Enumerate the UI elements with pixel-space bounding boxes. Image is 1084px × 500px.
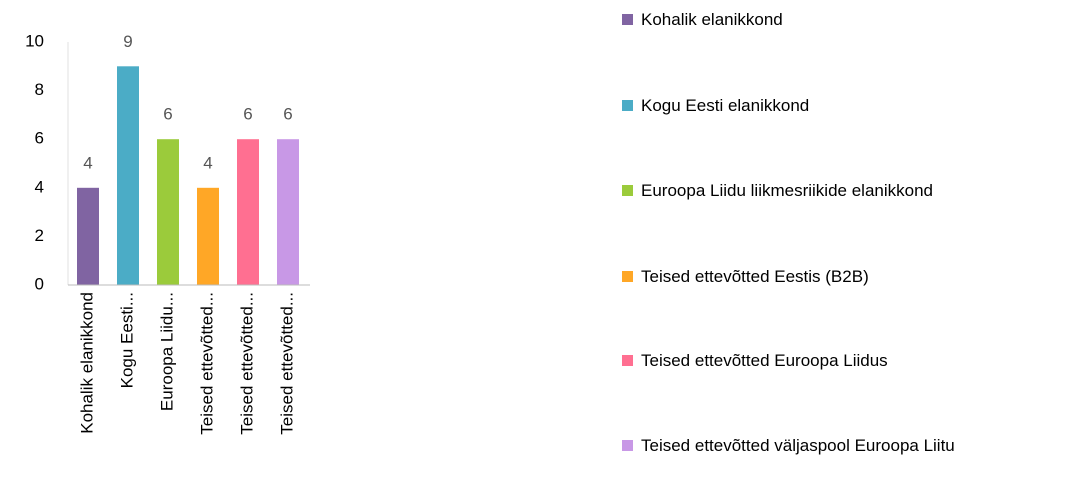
legend-item: Teised ettevõtted Eestis (B2B)	[622, 266, 1062, 288]
legend-swatch	[622, 355, 633, 366]
legend-swatch	[622, 100, 633, 111]
x-tick-label: Euroopa Liidu...	[157, 292, 176, 411]
y-tick-label: 0	[35, 274, 44, 293]
chart: 0 2 4 6 8 10 4 Kohalik elanikkond 9 Kogu Eesti...…	[25, 31, 310, 435]
y-tick-label: 6	[35, 129, 44, 148]
legend-swatch	[622, 14, 633, 25]
value-label: 4	[203, 153, 212, 172]
y-tick-label: 8	[35, 80, 44, 99]
bar	[157, 139, 179, 285]
y-tick-label: 10	[25, 31, 44, 50]
x-tick-label: Teised ettevõtted...	[237, 292, 256, 435]
x-tick-label: Teised ettevõtted...	[197, 292, 216, 435]
x-tick-label: Kogu Eesti...	[117, 292, 136, 388]
bar	[277, 139, 299, 285]
legend-label: Euroopa Liidu liikmesriikide elanikkond	[641, 181, 933, 200]
y-tick-label: 2	[35, 226, 44, 245]
value-label: 6	[243, 105, 252, 124]
legend-item: Kogu Eesti elanikkond	[622, 95, 1062, 117]
bar	[237, 139, 259, 285]
legend-label: Kohalik elanikkond	[641, 10, 783, 29]
x-tick-label: Teised ettevõtted...	[277, 292, 296, 435]
legend-label: Teised ettevõtted väljaspool Euroopa Lii…	[641, 436, 955, 455]
legend-swatch	[622, 271, 633, 282]
legend-item: Kohalik elanikkond	[622, 9, 1062, 31]
y-tick-label: 4	[35, 177, 44, 196]
bar	[197, 187, 219, 285]
value-label: 6	[283, 105, 292, 124]
legend-label: Teised ettevõtted Eestis (B2B)	[641, 267, 869, 286]
legend-item: Euroopa Liidu liikmesriikide elanikkond	[622, 180, 1062, 202]
value-label: 6	[163, 105, 172, 124]
legend-label: Teised ettevõtted Euroopa Liidus	[641, 351, 888, 370]
x-tick-label: Kohalik elanikkond	[77, 292, 96, 434]
bar	[117, 66, 139, 285]
value-label: 9	[123, 32, 132, 51]
legend-item: Teised ettevõtted väljaspool Euroopa Lii…	[622, 435, 1062, 457]
legend-item: Teised ettevõtted Euroopa Liidus	[622, 350, 1062, 372]
bar	[77, 187, 99, 285]
value-label: 4	[83, 153, 92, 172]
legend-label: Kogu Eesti elanikkond	[641, 96, 810, 115]
legend-swatch	[622, 185, 633, 196]
legend-swatch	[622, 440, 633, 451]
